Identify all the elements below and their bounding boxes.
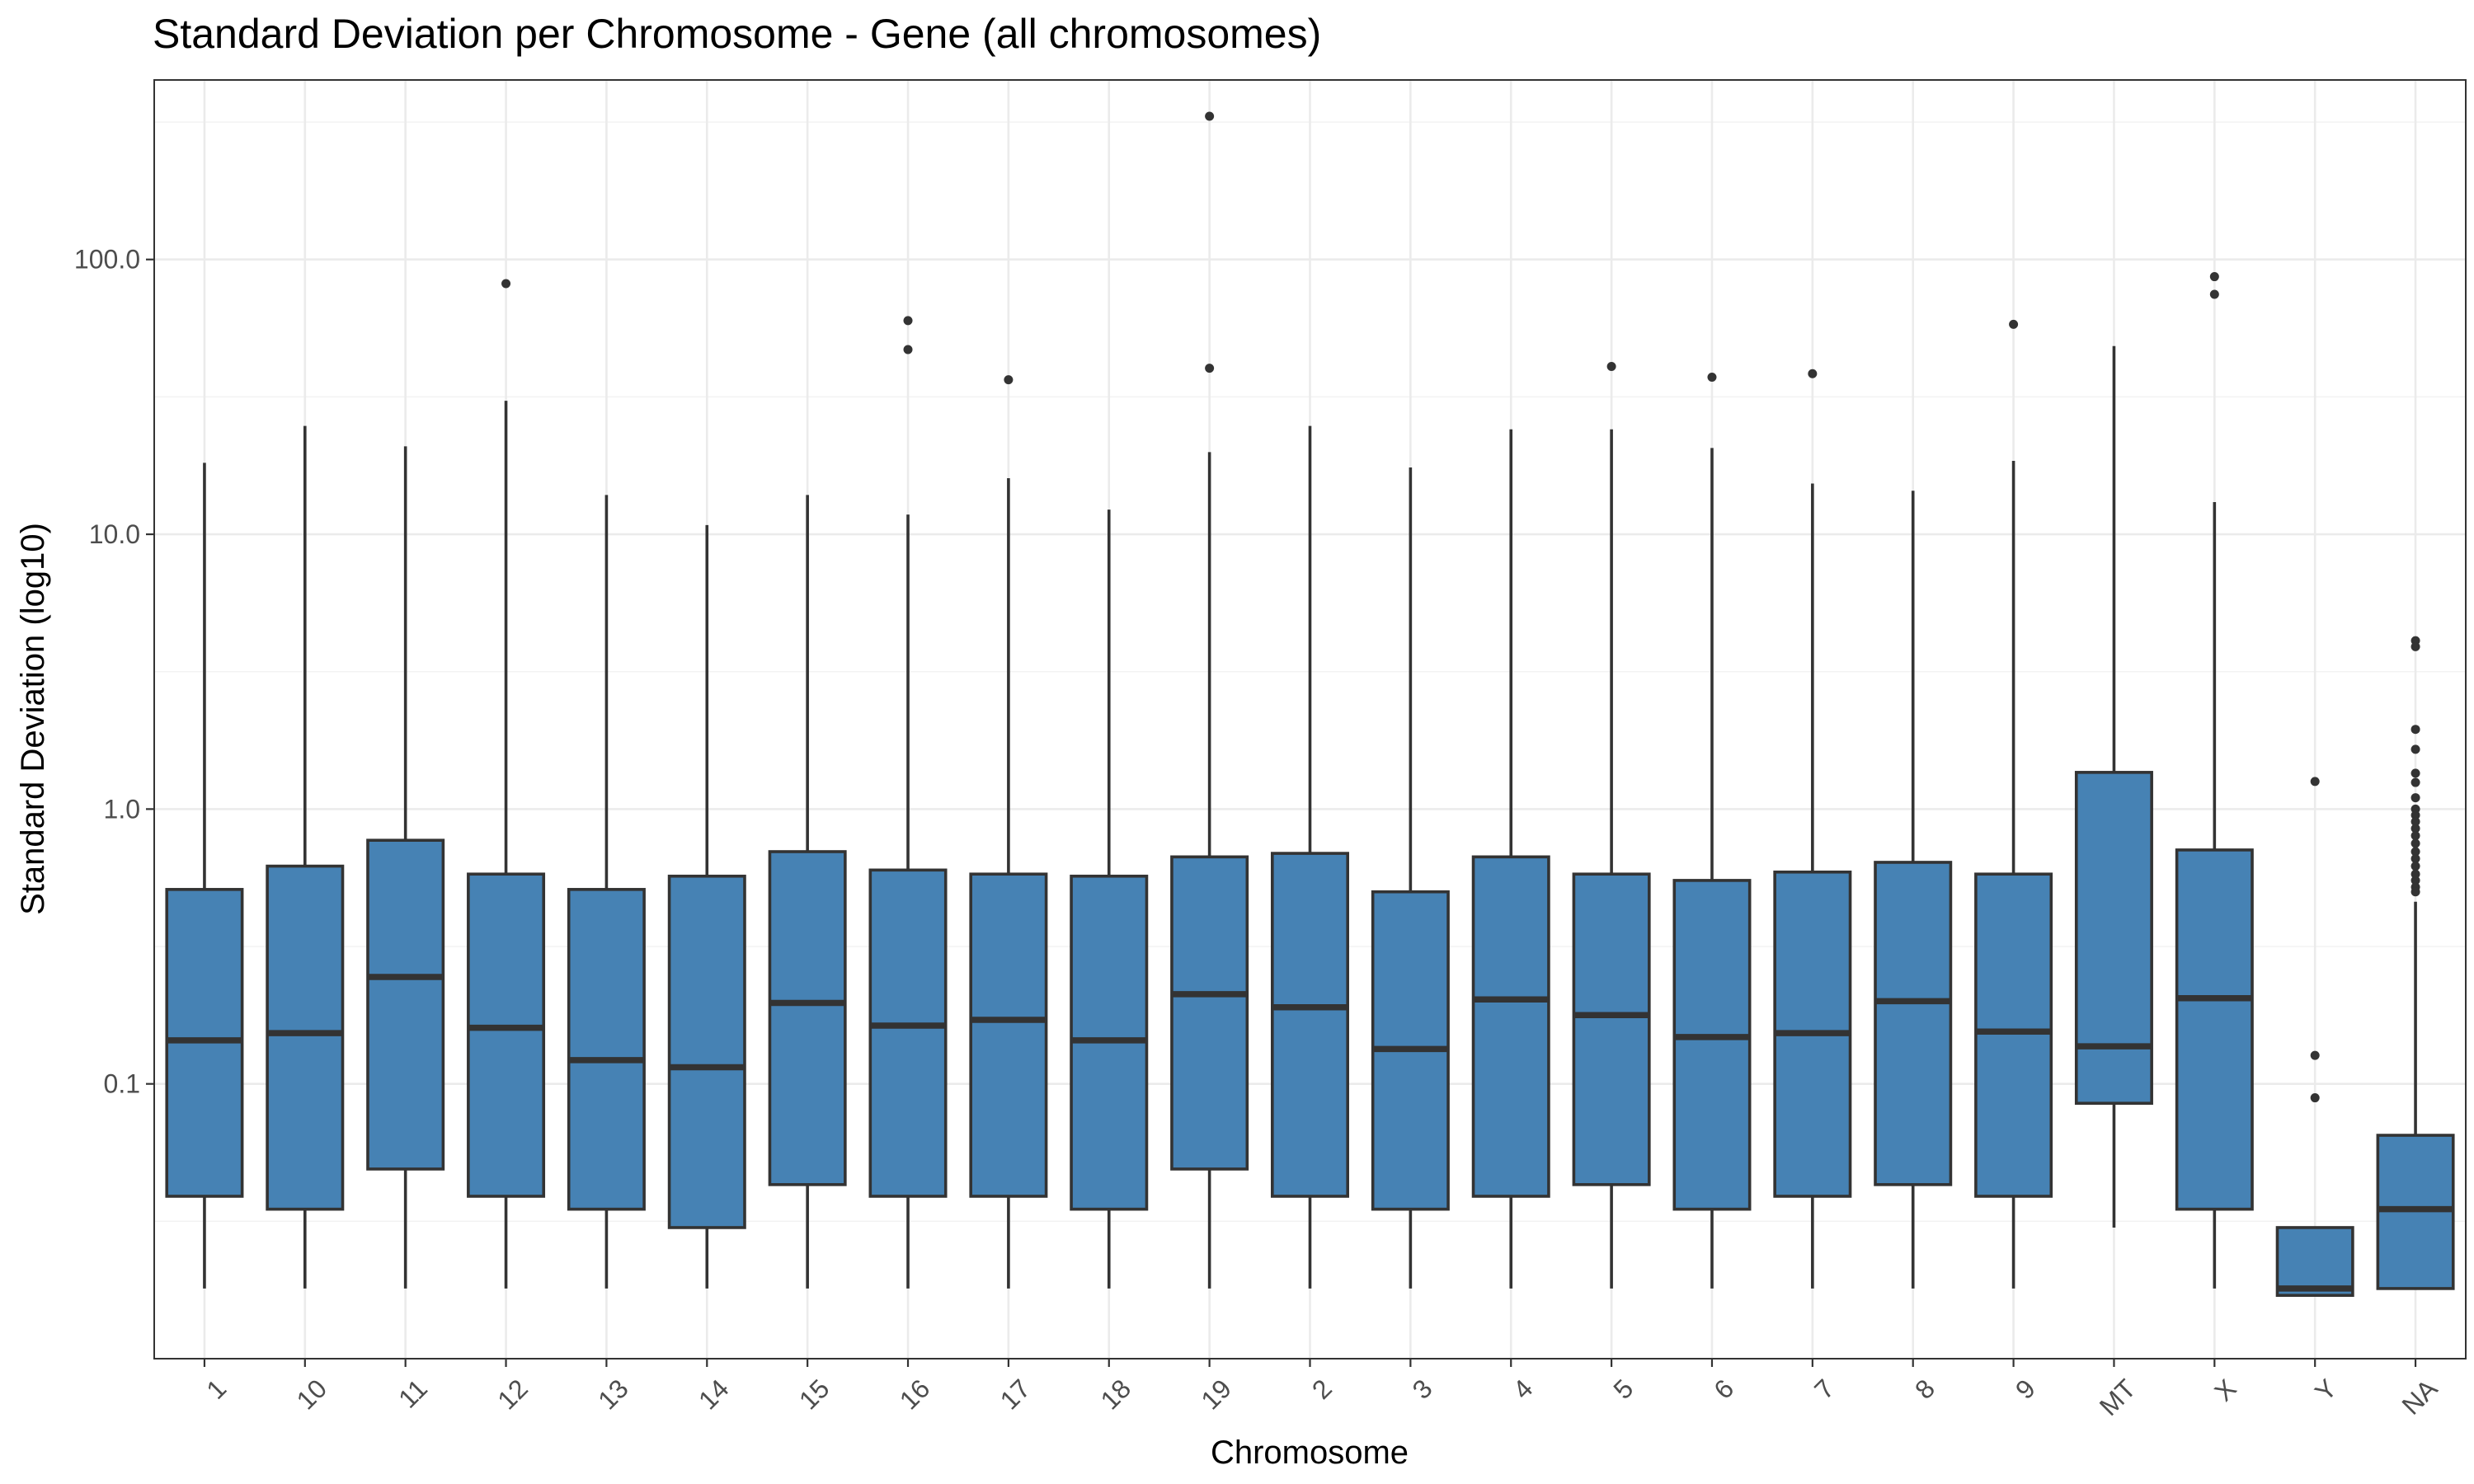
box-19: [1170, 111, 1249, 1289]
box-14: [667, 524, 746, 1289]
box-NA: [2376, 636, 2455, 1290]
box-iqr: [1572, 872, 1651, 1186]
box-3: [1371, 467, 1450, 1289]
outlier-point: [2411, 824, 2420, 834]
x-axis-title: Chromosome: [1211, 1435, 1409, 1471]
outlier-point: [2310, 1050, 2320, 1060]
outlier-point: [2310, 777, 2320, 787]
box-MT: [2074, 345, 2153, 1228]
outlier-point: [1205, 364, 1215, 373]
outlier-point: [2411, 817, 2420, 827]
box-13: [567, 495, 646, 1289]
outlier-point: [2411, 847, 2420, 857]
box-11: [366, 446, 445, 1289]
outlier-point: [2411, 744, 2420, 754]
outlier-point: [1205, 111, 1215, 121]
box-10: [266, 425, 345, 1289]
box-Y: [2275, 777, 2354, 1297]
box-7: [1773, 369, 1852, 1289]
outlier-point: [2411, 725, 2420, 735]
outlier-point: [2009, 319, 2019, 329]
box-iqr: [1672, 879, 1752, 1211]
box-17: [969, 375, 1048, 1289]
outlier-point: [2411, 887, 2420, 897]
outlier-point: [2310, 1093, 2320, 1103]
box-18: [1070, 510, 1149, 1289]
outlier-point: [1707, 372, 1717, 382]
y-axis: 0.1 1.0 10.0 100.0: [74, 245, 154, 1099]
box-iqr: [2175, 848, 2254, 1211]
outlier-point: [2411, 869, 2420, 879]
box-iqr: [1270, 852, 1350, 1198]
box-iqr: [266, 864, 345, 1211]
outlier-point: [2411, 793, 2420, 803]
chart-title: Standard Deviation per Chromosome - Gene…: [153, 11, 1321, 57]
outlier-point: [2411, 810, 2420, 820]
y-tick-label: 1.0: [104, 794, 140, 824]
box-6: [1672, 372, 1752, 1289]
box-iqr: [567, 888, 646, 1211]
box-4: [1471, 429, 1550, 1289]
box-iqr: [2275, 1226, 2354, 1297]
outlier-point: [2411, 876, 2420, 885]
box-15: [768, 495, 847, 1289]
y-tick-label: 0.1: [104, 1069, 140, 1099]
outlier-point: [2411, 838, 2420, 848]
box-1: [165, 463, 244, 1289]
box-2: [1270, 425, 1350, 1289]
outlier-point: [1808, 369, 1818, 378]
box-iqr: [2074, 771, 2153, 1106]
y-tick-label: 100.0: [74, 245, 140, 275]
box-16: [868, 316, 948, 1289]
box-X: [2175, 272, 2254, 1289]
boxes: [165, 111, 2455, 1297]
outlier-point: [501, 279, 511, 289]
outlier-point: [1004, 375, 1014, 385]
outlier-point: [2209, 272, 2219, 282]
outlier-point: [2411, 831, 2420, 841]
outlier-point: [1606, 362, 1616, 372]
box-iqr: [1974, 872, 2053, 1198]
outlier-point: [2411, 854, 2420, 864]
box-iqr: [1170, 855, 1249, 1171]
box-iqr: [1874, 861, 1953, 1186]
box-iqr: [969, 872, 1048, 1198]
outlier-point: [903, 345, 913, 355]
box-iqr: [768, 850, 847, 1186]
box-iqr: [667, 874, 746, 1229]
y-tick-label: 10.0: [89, 519, 140, 549]
box-5: [1572, 362, 1651, 1289]
box-iqr: [366, 838, 445, 1171]
outlier-point: [2411, 641, 2420, 651]
outlier-point: [2411, 862, 2420, 871]
outlier-point: [2209, 289, 2219, 299]
box-iqr: [868, 868, 948, 1198]
outlier-point: [903, 316, 913, 326]
outlier-point: [2411, 777, 2420, 787]
box-12: [467, 279, 546, 1289]
box-9: [1974, 319, 2053, 1289]
box-iqr: [1471, 855, 1550, 1198]
outlier-point: [2411, 768, 2420, 778]
y-axis-title: Standard Deviation (log10): [15, 523, 51, 915]
box-iqr: [467, 872, 546, 1198]
box-8: [1874, 491, 1953, 1289]
